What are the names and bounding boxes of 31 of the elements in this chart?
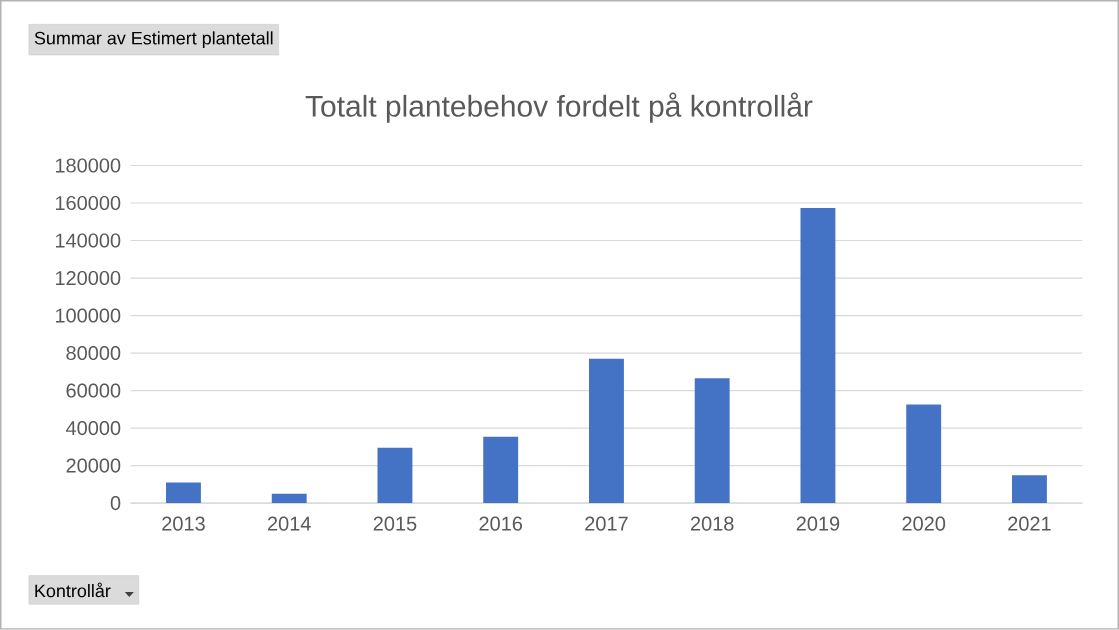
y-tick-label: 0: [110, 496, 121, 511]
bar: [377, 447, 413, 504]
y-tick-label: 40000: [65, 421, 121, 436]
y-tick-label: 140000: [55, 233, 121, 248]
x-tick-label: 2014: [267, 516, 311, 531]
x-tick-label: 2013: [162, 516, 205, 531]
y-tick-label: 60000: [66, 383, 121, 398]
x-tick-label: 2019: [796, 516, 840, 531]
x-tick-label: 2015: [373, 516, 417, 531]
bar: [589, 358, 624, 504]
x-tick-label: 2021: [1008, 516, 1051, 531]
y-tick-label: 80000: [66, 346, 121, 361]
y-tick-label: 20000: [66, 458, 121, 473]
x-tick-label: 2016: [479, 516, 523, 531]
bar: [906, 404, 942, 504]
chart-title: Totalt plantebehov fordelt på kontrollår: [305, 92, 813, 123]
text: Kontrollår: [35, 582, 111, 598]
y-tick-label: 160000: [55, 196, 121, 211]
bar: [694, 378, 730, 504]
y-tick-label: 100000: [55, 308, 121, 323]
y-tick-label: 120000: [55, 271, 121, 286]
x-tick-label: 2018: [690, 516, 734, 531]
bar: [166, 482, 201, 504]
x-tick-label: 2017: [585, 516, 628, 531]
y-tick-label: 180000: [55, 158, 121, 173]
bar: [800, 208, 836, 504]
x-tick-label: 2020: [902, 516, 946, 531]
bar: [483, 436, 519, 504]
bar: [271, 493, 307, 504]
bar: [1011, 475, 1047, 504]
text: Summar av Estimert plantetall: [34, 31, 273, 49]
